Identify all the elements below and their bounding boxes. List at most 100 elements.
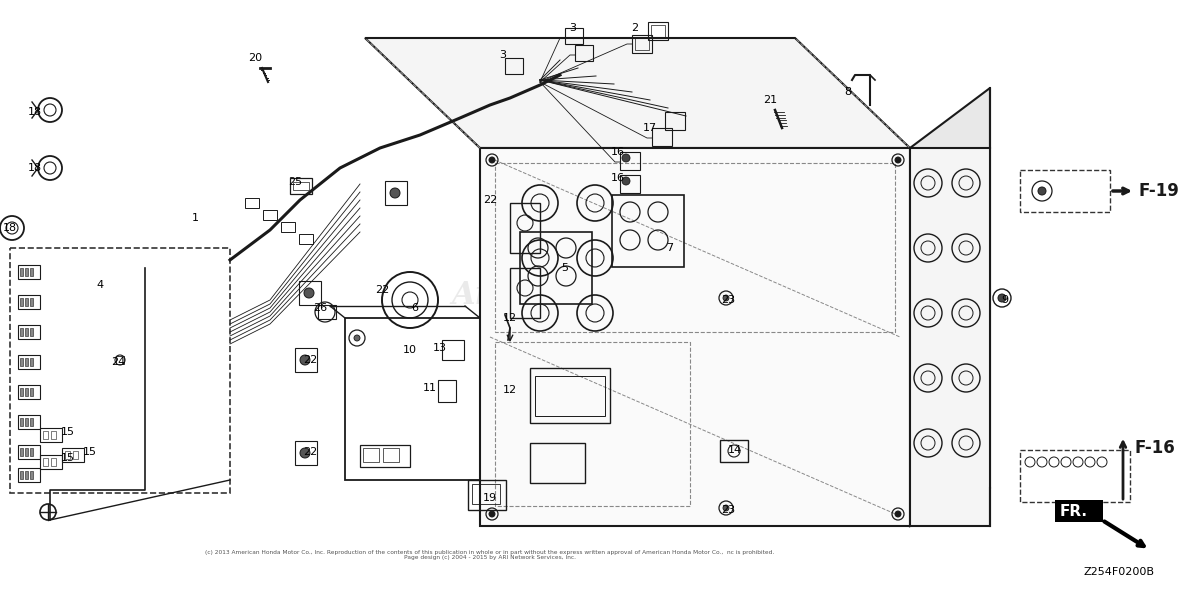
Bar: [18, 385, 40, 399]
Text: (c) 2013 American Honda Motor Co., Inc. Reproduction of the contents of this pub: (c) 2013 American Honda Motor Co., Inc. …: [205, 550, 774, 560]
Bar: [575, 45, 594, 61]
Bar: [25, 448, 28, 456]
Circle shape: [391, 188, 400, 198]
Bar: [40, 455, 63, 469]
Bar: [263, 210, 277, 220]
Text: 15: 15: [61, 427, 76, 437]
Text: 12: 12: [503, 385, 517, 395]
Bar: [520, 232, 592, 304]
Bar: [30, 268, 33, 276]
Circle shape: [304, 288, 314, 298]
Text: 10: 10: [404, 345, 417, 355]
Bar: [30, 471, 33, 479]
Text: F-19: F-19: [1138, 182, 1179, 200]
Text: 16: 16: [611, 147, 625, 157]
Bar: [25, 358, 28, 366]
Bar: [385, 181, 407, 205]
Bar: [20, 471, 22, 479]
Text: 3: 3: [570, 23, 577, 33]
Bar: [18, 325, 40, 339]
Text: 8: 8: [845, 87, 852, 97]
Bar: [20, 418, 22, 426]
Bar: [384, 448, 399, 462]
Bar: [363, 448, 379, 462]
Bar: [360, 445, 409, 467]
Bar: [293, 182, 309, 190]
Text: 21: 21: [763, 95, 778, 105]
Text: 5: 5: [562, 263, 569, 273]
Bar: [30, 298, 33, 306]
Bar: [299, 281, 321, 305]
Bar: [30, 388, 33, 396]
Bar: [25, 418, 28, 426]
Bar: [30, 328, 33, 336]
Bar: [25, 298, 28, 306]
Bar: [40, 428, 63, 442]
Bar: [472, 484, 500, 504]
Bar: [18, 468, 40, 482]
Text: Z254F0200B: Z254F0200B: [1084, 567, 1155, 577]
Bar: [25, 268, 28, 276]
Text: 7: 7: [667, 243, 674, 253]
Circle shape: [489, 157, 494, 163]
Bar: [620, 175, 640, 193]
Circle shape: [300, 355, 310, 365]
Bar: [530, 443, 585, 483]
Bar: [290, 178, 312, 194]
Bar: [612, 195, 684, 267]
Bar: [18, 355, 40, 369]
Bar: [530, 368, 610, 423]
Bar: [438, 380, 455, 402]
Text: 22: 22: [483, 195, 497, 205]
Bar: [505, 58, 523, 74]
Text: 18: 18: [28, 163, 42, 173]
Bar: [480, 148, 910, 526]
Bar: [42, 431, 48, 439]
Bar: [42, 458, 48, 466]
Bar: [30, 358, 33, 366]
Text: 26: 26: [313, 303, 327, 313]
Text: FR.: FR.: [1060, 505, 1088, 519]
Polygon shape: [910, 88, 990, 526]
Circle shape: [998, 294, 1007, 302]
Bar: [65, 451, 70, 459]
Text: 11: 11: [422, 383, 437, 393]
Text: 15: 15: [83, 447, 97, 457]
Text: 14: 14: [728, 445, 742, 455]
Polygon shape: [365, 38, 910, 148]
Bar: [651, 25, 666, 37]
Bar: [20, 448, 22, 456]
Bar: [653, 128, 671, 146]
Text: AriPartStream™: AriPartStream™: [451, 280, 729, 310]
Bar: [666, 112, 686, 130]
Text: 23: 23: [721, 295, 735, 305]
Bar: [510, 268, 540, 318]
Text: F-16: F-16: [1135, 439, 1175, 457]
Bar: [18, 445, 40, 459]
Circle shape: [723, 505, 729, 511]
Bar: [25, 328, 28, 336]
Text: 15: 15: [61, 453, 76, 463]
Bar: [25, 388, 28, 396]
Bar: [18, 295, 40, 309]
Bar: [20, 358, 22, 366]
Bar: [299, 234, 313, 244]
Bar: [494, 163, 894, 332]
Text: 22: 22: [375, 285, 389, 295]
Bar: [18, 415, 40, 429]
Text: 20: 20: [248, 53, 262, 63]
Circle shape: [489, 511, 494, 517]
Text: 13: 13: [433, 343, 447, 353]
Bar: [635, 38, 649, 50]
Text: 18: 18: [28, 107, 42, 117]
Bar: [73, 451, 78, 459]
Text: 9: 9: [1002, 295, 1009, 305]
Circle shape: [622, 177, 630, 185]
Bar: [295, 441, 317, 465]
Bar: [565, 28, 583, 44]
Text: 18: 18: [2, 223, 17, 233]
Circle shape: [622, 154, 630, 162]
Bar: [20, 268, 22, 276]
Bar: [648, 22, 668, 40]
Bar: [9, 248, 230, 493]
